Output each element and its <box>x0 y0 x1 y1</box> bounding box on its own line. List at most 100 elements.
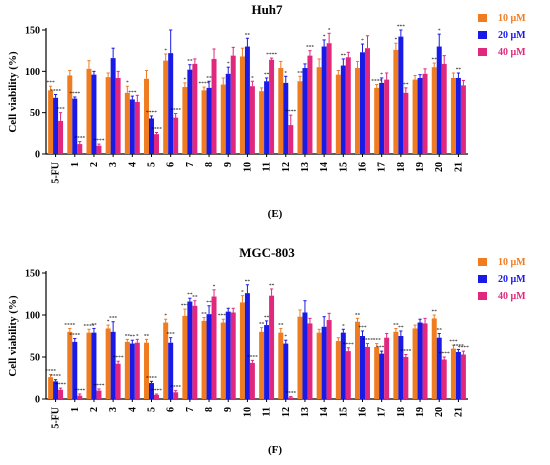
bar-2 <box>364 346 370 399</box>
x-tick-label: 15 <box>338 162 349 172</box>
bar-2 <box>96 145 102 154</box>
bar-1 <box>244 46 250 154</box>
bar-0 <box>412 328 418 399</box>
x-tick-label: 11 <box>262 407 273 416</box>
y-axis-label: Cell viability (%) <box>7 295 19 377</box>
significance-label: *** <box>46 80 55 86</box>
bar-2 <box>173 392 179 399</box>
legend-swatch-0 <box>478 14 487 22</box>
bar-2 <box>345 57 351 154</box>
significance-label: **** <box>400 348 411 354</box>
bar-0 <box>144 342 150 399</box>
x-tick-label: 16 <box>358 162 369 172</box>
x-tick-label: 10 <box>242 162 253 172</box>
x-tick-label: 9 <box>223 407 234 412</box>
x-tick-label: 2 <box>89 407 100 412</box>
bar-1 <box>187 69 193 154</box>
bar-0 <box>67 75 73 154</box>
significance-label: ** <box>187 59 193 65</box>
significance-label: **** <box>266 52 277 58</box>
bar-2 <box>422 323 428 399</box>
bar-1 <box>436 337 442 399</box>
bar-0 <box>393 49 399 155</box>
bar-0 <box>259 91 265 154</box>
bar-0 <box>412 79 418 154</box>
bar-2 <box>192 63 198 154</box>
bar-0 <box>182 315 188 399</box>
bar-1 <box>53 97 59 154</box>
legend-label-0: 10 μM <box>498 257 526 268</box>
significance-label: * <box>184 77 187 83</box>
bar-0 <box>374 346 380 399</box>
bar-1 <box>455 351 461 399</box>
bar-2 <box>192 305 198 399</box>
bar-1 <box>436 46 442 154</box>
x-tick-label: 14 <box>319 407 330 417</box>
bar-1 <box>417 77 423 154</box>
x-tick-label: 12 <box>281 407 292 417</box>
legend-swatch-2 <box>478 48 487 56</box>
significance-label: **** <box>146 375 157 381</box>
significance-label: **** <box>362 338 373 344</box>
significance-label: * <box>107 319 110 325</box>
x-tick-label: 12 <box>281 162 292 172</box>
x-tick-label: 1 <box>70 162 81 167</box>
significance-label: * <box>251 75 254 81</box>
bar-1 <box>110 331 116 399</box>
bar-0 <box>431 318 437 399</box>
significance-label: **** <box>74 136 85 142</box>
significance-label: *** <box>167 332 176 338</box>
legend-label-1: 20 μM <box>498 274 526 285</box>
bar-1 <box>398 336 404 399</box>
bar-0 <box>316 67 322 154</box>
significance-label: *** <box>181 303 190 309</box>
bar-2 <box>58 120 64 154</box>
bar-2 <box>441 359 447 399</box>
bar-1 <box>379 353 385 399</box>
bar-1 <box>244 293 250 399</box>
significance-label: **** <box>113 355 124 361</box>
bar-0 <box>67 331 73 399</box>
x-tick-label: 13 <box>300 162 311 172</box>
significance-label: * <box>126 80 129 86</box>
significance-label: *** <box>449 339 458 345</box>
legend-swatch-0 <box>478 258 487 266</box>
significance-label: *** <box>397 24 406 30</box>
significance-label: **** <box>170 385 181 391</box>
bar-1 <box>379 82 385 154</box>
significance-label: * <box>164 48 167 54</box>
significance-label: **** <box>83 323 94 329</box>
significance-label: ** <box>398 325 404 331</box>
bar-2 <box>58 389 64 399</box>
bar-2 <box>288 125 294 154</box>
significance-label: ** <box>91 322 97 328</box>
bar-1 <box>283 343 289 399</box>
bar-1 <box>149 383 154 399</box>
x-tick-label: 13 <box>300 407 311 417</box>
bar-1 <box>360 52 365 154</box>
bar-1 <box>206 314 212 399</box>
bar-2 <box>96 390 102 399</box>
significance-label: ** <box>431 57 437 63</box>
legend-label-1: 20 μM <box>498 30 526 41</box>
bar-0 <box>278 68 284 154</box>
x-tick-label: 5-FU <box>51 407 62 429</box>
y-tick-label: 150 <box>25 269 40 280</box>
y-tick-label: 50 <box>30 108 40 119</box>
significance-label: **** <box>343 342 354 348</box>
x-tick-label: 17 <box>377 162 388 172</box>
bar-2 <box>403 357 409 399</box>
significance-label: **** <box>199 81 210 87</box>
bar-2 <box>249 86 255 154</box>
bar-0 <box>48 377 54 399</box>
x-tick-label: 17 <box>377 407 388 417</box>
bar-2 <box>211 296 217 399</box>
bar-0 <box>431 67 437 154</box>
bar-0 <box>355 321 361 399</box>
bar-2 <box>403 92 409 154</box>
significance-label: *** <box>373 338 382 344</box>
bar-1 <box>417 322 423 399</box>
